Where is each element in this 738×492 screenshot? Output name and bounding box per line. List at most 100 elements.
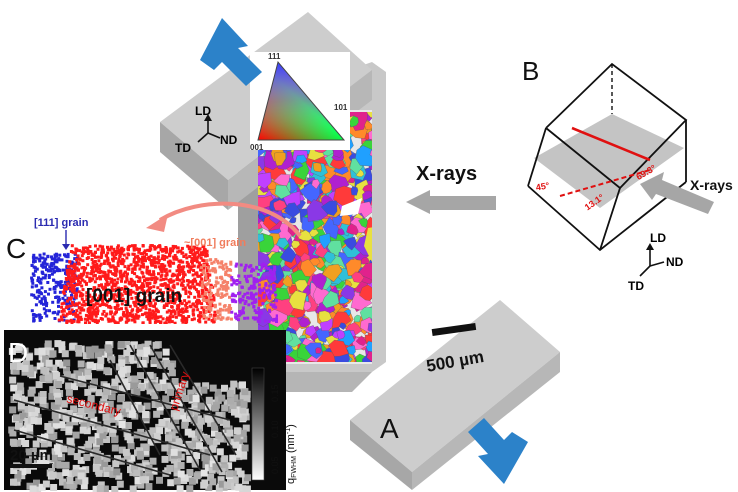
grain-dot: [198, 316, 202, 320]
grain-dot: [86, 247, 90, 250]
grain-dot: [84, 321, 87, 324]
fwhm-pixel: [78, 375, 85, 383]
fwhm-pixel: [196, 442, 203, 450]
fwhm-pixel: [56, 472, 64, 480]
grain-dot: [39, 316, 43, 319]
fwhm-pixel: [139, 433, 147, 441]
fwhm-pixel: [24, 466, 31, 474]
fwhm-pixel: [204, 449, 212, 457]
grain-dot: [195, 246, 199, 250]
fwhm-pixel: [121, 357, 129, 365]
grain-dot: [109, 246, 113, 250]
grain-dot: [243, 316, 247, 320]
grain-dot: [177, 267, 181, 271]
fwhm-pixel: [96, 362, 104, 370]
grain-dot: [139, 252, 143, 256]
grain-dot: [172, 257, 176, 261]
fwhm-pixel: [63, 371, 71, 379]
grain-dot: [114, 250, 118, 253]
grain-dot: [68, 302, 72, 306]
fwhm-pixel: [159, 379, 167, 387]
fwhm-pixel: [58, 421, 66, 429]
fwhm-pixel: [202, 382, 210, 390]
grain-dot: [257, 296, 261, 300]
grain-dot: [156, 286, 160, 290]
grain-dot: [88, 250, 92, 254]
grain-dot: [138, 257, 142, 261]
grain-dot: [55, 253, 59, 257]
fwhm-pixel: [192, 395, 200, 402]
grain-dot: [191, 252, 195, 256]
grain-dot: [197, 292, 201, 296]
grain-dot: [60, 305, 64, 309]
ebsd-grain: [364, 120, 372, 131]
grain-dot: [85, 302, 89, 306]
grain-dot: [177, 313, 181, 317]
grain-dot: [93, 280, 97, 284]
fwhm-pixel: [55, 359, 63, 367]
grain-dot: [104, 291, 108, 295]
grain-dot: [171, 244, 175, 248]
fwhm-pixel: [161, 444, 169, 452]
fwhm-pixel: [13, 358, 21, 366]
fwhm-pixel: [10, 384, 18, 392]
grain-dot: [39, 300, 43, 303]
grain-dot: [163, 254, 167, 258]
fwhm-pixel: [133, 388, 141, 396]
grain-dot: [131, 244, 134, 248]
grain-dot: [151, 313, 155, 317]
grain-dot: [197, 314, 200, 318]
grain-dot: [168, 269, 172, 273]
grain-dot: [252, 280, 256, 284]
grain-dot: [92, 260, 95, 264]
grain-dot: [129, 292, 133, 296]
ebsd-grain: [323, 251, 336, 264]
grain-dot: [256, 279, 260, 283]
grain-dot: [120, 246, 124, 250]
fwhm-pixel: [13, 414, 20, 422]
grain-dot: [109, 312, 113, 316]
grain-dot: [68, 304, 72, 308]
fwhm-pixel: [65, 382, 73, 390]
grain-dot: [69, 250, 73, 253]
fwhm-pixel: [212, 463, 220, 471]
grain-dot: [86, 308, 90, 311]
grain-dot: [80, 297, 84, 301]
grain-dot: [180, 302, 184, 306]
fwhm-pixel: [191, 403, 199, 411]
grain-dot: [182, 265, 186, 269]
fwhm-pixel: [38, 347, 46, 355]
grain-dot: [229, 262, 233, 266]
fwhm-pixel: [44, 423, 52, 430]
grain-dot: [227, 273, 231, 277]
grain-dot: [149, 260, 153, 264]
fwhm-pixel: [86, 361, 94, 369]
grain-dot: [229, 278, 233, 282]
grain-dot: [170, 309, 174, 313]
grain-dot: [138, 267, 142, 271]
grain-dot: [125, 286, 129, 290]
grain-dot: [150, 259, 154, 262]
grain-dot: [229, 307, 233, 310]
grain-dot: [210, 261, 214, 265]
grain-dot: [159, 315, 163, 319]
fwhm-pixel: [35, 381, 43, 389]
grain-dot: [273, 268, 277, 272]
grain-dot: [85, 291, 89, 295]
grain-dot: [263, 319, 267, 323]
grain-dot: [186, 262, 190, 266]
grain-dot: [172, 261, 176, 265]
grain-dot: [142, 289, 146, 293]
grain-dot: [203, 299, 207, 302]
ebsd-grain: [328, 339, 349, 357]
grain-dot: [184, 303, 188, 307]
grain-dot: [110, 277, 114, 281]
fwhm-pixel: [134, 477, 142, 484]
grain-dot: [75, 289, 79, 293]
grain-dot: [147, 269, 151, 273]
fwhm-pixel: [173, 412, 181, 420]
grain-dot: [275, 298, 278, 302]
grain-dot: [171, 249, 175, 253]
fwhm-pixel: [165, 434, 172, 442]
grain-dot: [52, 278, 55, 282]
